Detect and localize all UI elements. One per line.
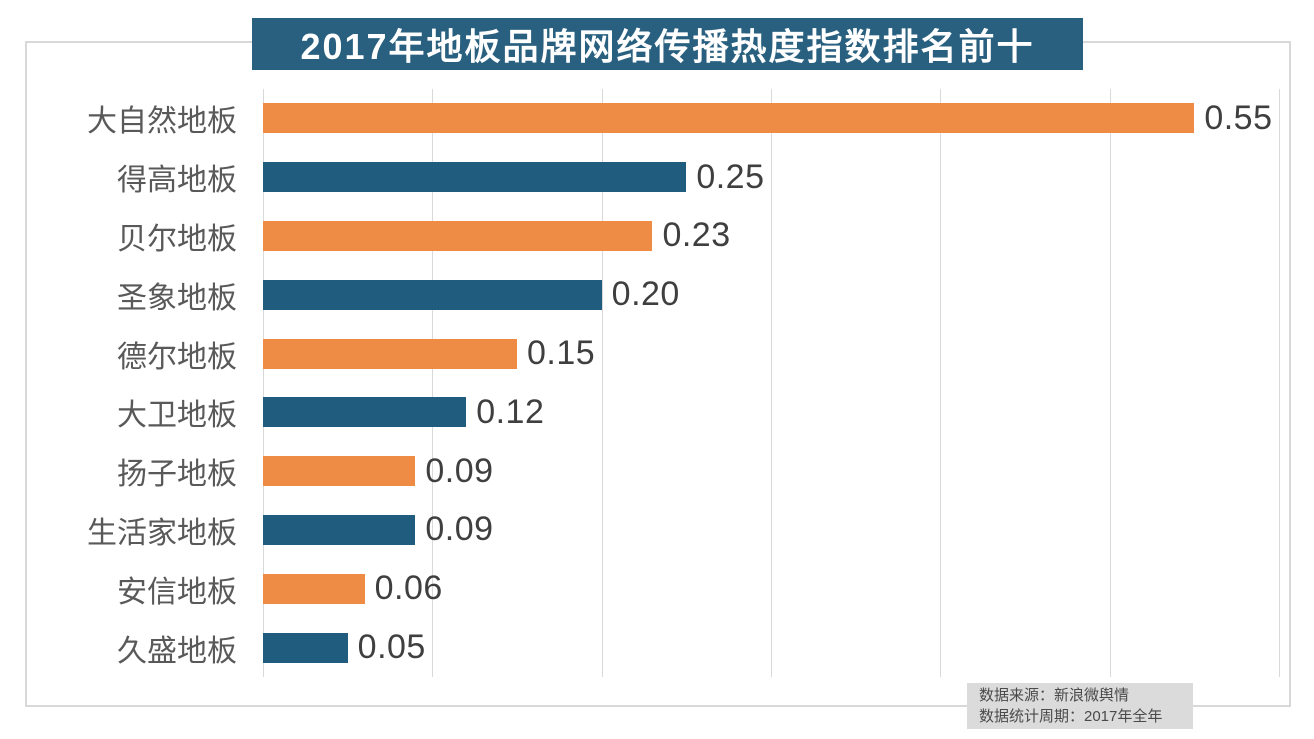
bar [263, 103, 1195, 134]
bar [263, 573, 365, 604]
category-label: 圣象地板 [117, 281, 237, 315]
category-label: 德尔地板 [117, 340, 237, 374]
bar-row: 久盛地板 0.05 [27, 618, 1289, 677]
bar-row: 生活家地板 0.09 [27, 501, 1289, 560]
bar [263, 279, 602, 310]
category-label: 贝尔地板 [117, 222, 237, 256]
bar-row: 贝尔地板 0.23 [27, 207, 1289, 266]
chart-title: 2017年地板品牌网络传播热度指数排名前十 [252, 18, 1083, 70]
value-label: 0.20 [611, 275, 680, 314]
gridlines [263, 89, 1280, 677]
bar-track: 0.23 [263, 207, 1279, 266]
value-label: 0.06 [374, 569, 443, 608]
source-note: 数据来源：新浪微舆情 数据统计周期：2017年全年 [967, 683, 1193, 729]
category-label: 生活家地板 [87, 516, 237, 550]
value-label: 0.15 [527, 334, 596, 373]
bar-track: 0.12 [263, 383, 1279, 442]
bar-row: 圣象地板 0.20 [27, 265, 1289, 324]
gridline [771, 89, 772, 677]
bar [263, 456, 416, 487]
bar [263, 220, 653, 251]
bar-track: 0.06 [263, 559, 1279, 618]
bar [263, 162, 687, 193]
gridline [940, 89, 942, 677]
source-line-1: 数据来源：新浪微舆情 [979, 687, 1130, 704]
bar-row: 安信地板 0.06 [27, 559, 1289, 618]
bar-row: 德尔地板 0.15 [27, 324, 1289, 383]
value-label: 0.09 [425, 451, 494, 490]
bar [263, 397, 467, 428]
bar-row: 扬子地板 0.09 [27, 442, 1289, 501]
bar-track: 0.55 [263, 89, 1279, 148]
gridline [432, 89, 434, 677]
category-label: 安信地板 [117, 575, 237, 609]
bar [263, 632, 348, 663]
category-label: 大卫地板 [117, 399, 237, 433]
bar-track: 0.09 [263, 501, 1279, 560]
bar [263, 338, 517, 369]
value-label: 0.09 [425, 510, 494, 549]
category-label: 大自然地板 [87, 105, 237, 139]
gridline [1279, 89, 1280, 677]
plot-frame: 大自然地板 0.55 得高地板 0.25 贝尔地板 0.23 圣象地板 0.20 德尔地板 0.1… [25, 41, 1291, 707]
value-label: 0.55 [1204, 98, 1273, 137]
category-label: 扬子地板 [117, 458, 237, 492]
bar-track: 0.20 [263, 265, 1279, 324]
axis-line [263, 89, 264, 677]
gridline [601, 89, 603, 677]
gridline [1109, 89, 1111, 677]
category-label: 久盛地板 [117, 634, 237, 668]
bar [263, 514, 416, 545]
source-line-2: 数据统计周期：2017年全年 [979, 708, 1163, 725]
value-label: 0.23 [662, 216, 731, 255]
bar-track: 0.09 [263, 442, 1279, 501]
bar-track: 0.25 [263, 148, 1279, 207]
value-label: 0.05 [357, 628, 426, 667]
value-label: 0.25 [696, 157, 765, 196]
category-label: 得高地板 [117, 164, 237, 198]
bar-row: 大自然地板 0.55 [27, 89, 1289, 148]
value-label: 0.12 [476, 392, 545, 431]
bar-rows: 大自然地板 0.55 得高地板 0.25 贝尔地板 0.23 圣象地板 0.20 德尔地板 0.1… [27, 89, 1289, 677]
bar-track: 0.15 [263, 324, 1279, 383]
bar-track: 0.05 [263, 618, 1279, 677]
bar-row: 得高地板 0.25 [27, 148, 1289, 207]
bar-row: 大卫地板 0.12 [27, 383, 1289, 442]
